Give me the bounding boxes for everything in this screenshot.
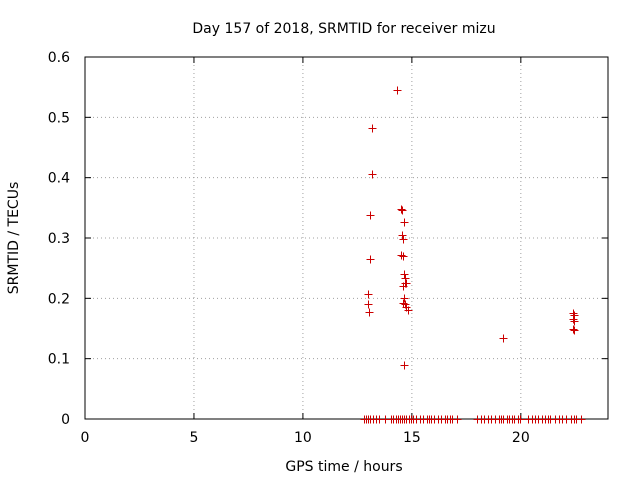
data-point bbox=[399, 252, 408, 261]
data-point bbox=[398, 231, 407, 240]
y-tick-label: 0.5 bbox=[48, 110, 70, 126]
data-point bbox=[453, 415, 462, 424]
data-point bbox=[368, 124, 377, 133]
data-point bbox=[569, 315, 578, 324]
x-tick-label: 10 bbox=[294, 430, 312, 446]
data-point bbox=[570, 317, 579, 326]
y-tick-label: 0.1 bbox=[48, 352, 70, 368]
data-point bbox=[393, 86, 402, 95]
data-point bbox=[366, 255, 375, 264]
data-point bbox=[400, 361, 409, 370]
grid-lines bbox=[85, 57, 608, 419]
data-points bbox=[360, 86, 586, 424]
data-point bbox=[364, 290, 373, 299]
y-tick-label: 0 bbox=[61, 412, 70, 428]
x-tick-label: 5 bbox=[189, 430, 198, 446]
y-tick-label: 0.3 bbox=[48, 231, 70, 247]
data-point bbox=[399, 235, 408, 244]
data-point bbox=[397, 251, 406, 260]
data-point bbox=[400, 294, 409, 303]
x-tick-label: 20 bbox=[512, 430, 530, 446]
x-tick-label: 0 bbox=[81, 430, 90, 446]
y-tick-label: 0.4 bbox=[48, 171, 70, 187]
data-point bbox=[404, 306, 413, 315]
y-tick-label: 0.2 bbox=[48, 291, 70, 307]
data-point bbox=[402, 279, 411, 288]
y-tick-label: 0.6 bbox=[48, 50, 70, 66]
series-points bbox=[360, 86, 586, 424]
data-point bbox=[366, 211, 375, 220]
data-point bbox=[365, 308, 374, 317]
data-point bbox=[499, 334, 508, 343]
data-point bbox=[569, 325, 578, 334]
x-axis-label: GPS time / hours bbox=[285, 459, 402, 475]
data-point bbox=[364, 300, 373, 309]
data-point bbox=[400, 270, 409, 279]
data-point bbox=[397, 205, 406, 214]
axis-ticks: 0 5 10 15 20 0 0.1 0.2 0.3 0.4 0.5 0.6 bbox=[48, 50, 608, 446]
data-point bbox=[516, 415, 525, 424]
data-point bbox=[368, 170, 377, 179]
data-point bbox=[400, 218, 409, 227]
data-point bbox=[398, 206, 407, 215]
x-tick-label: 15 bbox=[403, 430, 421, 446]
chart-title: Day 157 of 2018, SRMTID for receiver miz… bbox=[192, 21, 495, 37]
data-point bbox=[570, 326, 579, 335]
data-point bbox=[577, 415, 586, 424]
y-axis-label: SRMTID / TECUs bbox=[6, 182, 22, 295]
